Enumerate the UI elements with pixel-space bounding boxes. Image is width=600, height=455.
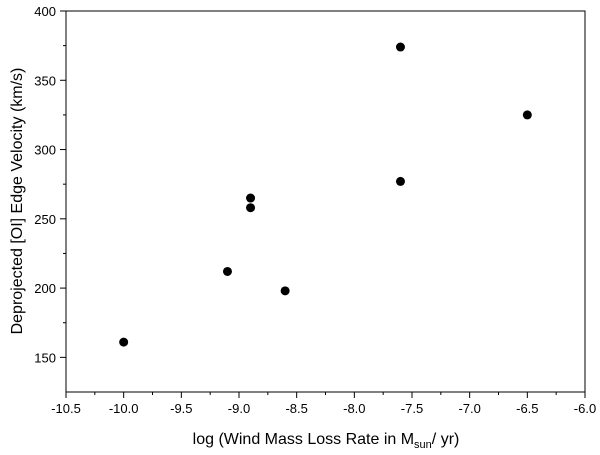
data-point [119,337,129,347]
y-axis: 150 200 250 300 350 400 [34,4,66,365]
data-point [395,176,405,186]
x-axis-title: log (Wind Mass Loss Rate in Msun/ yr) [193,431,460,451]
data-point [246,203,256,213]
x-tick-label: -8.0 [343,401,365,416]
x-tick-label: -8.5 [285,401,307,416]
data-point [395,42,405,52]
y-tick-label: 200 [34,281,56,296]
y-tick-label: 300 [34,143,56,158]
data-point [246,193,256,203]
y-tick-label: 250 [34,212,56,227]
x-tick-label: -6.5 [516,401,538,416]
y-axis-title: Deprojected [OI] Edge Velocity (km/s) [9,68,26,335]
data-points [119,42,532,347]
x-tick-label: -10.5 [51,401,81,416]
x-tick-label: -6.0 [574,401,596,416]
x-axis-title-subscript: sun [414,439,432,451]
x-tick-label: -9.5 [170,401,192,416]
x-tick-label: -9.0 [228,401,250,416]
data-point [222,266,232,276]
x-tick-label: -7.0 [458,401,480,416]
x-tick-label: -7.5 [401,401,423,416]
data-point [522,110,532,120]
x-axis: -10.5 -10.0 -9.5 -9.0 -8.5 -8.0 -7.5 -7.0 -6.5 -6… [51,392,596,416]
y-tick-label: 150 [34,350,56,365]
y-tick-label: 350 [34,73,56,88]
y-tick-label: 400 [34,4,56,19]
x-axis-title-suffix: / yr) [432,431,460,448]
data-point [280,286,290,296]
plot-frame [65,10,586,393]
x-axis-title-prefix: log (Wind Mass Loss Rate in M [193,431,414,448]
x-tick-label: -10.0 [109,401,139,416]
